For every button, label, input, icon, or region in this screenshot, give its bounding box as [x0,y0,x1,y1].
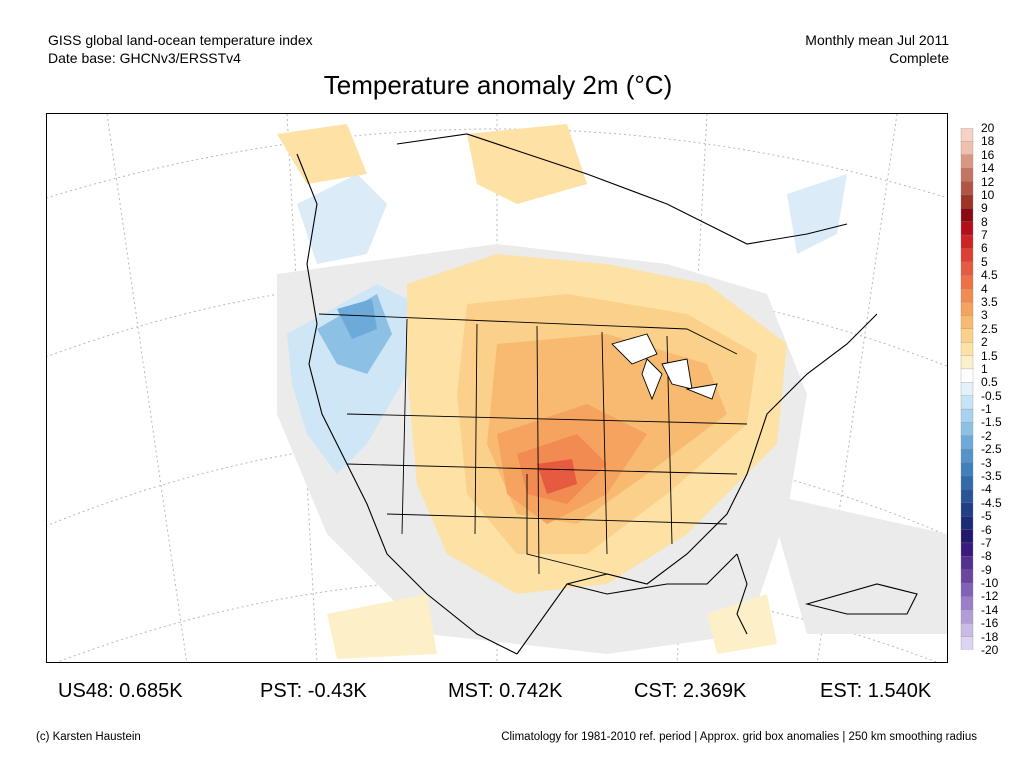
color-scale-tick-label: -1.5 [981,415,1002,430]
page-title: Temperature anomaly 2m (°C) [323,70,673,100]
color-scale-tick-label: 4 [981,281,988,296]
color-scale-segment [960,408,974,424]
color-scale-segment [960,221,974,236]
color-scale-segment [960,449,974,464]
color-scale-tick-label: 2.5 [981,321,998,336]
color-scale-segment [960,141,974,156]
color-scale-tick-label: 9 [981,201,988,216]
color-scale-segment [960,315,974,330]
color-scale-tick-label: -0.5 [981,388,1002,403]
color-scale-tick-label: -16 [981,616,999,631]
database-label: Date base: GHCNv3/ERSSTv4 [48,50,241,66]
color-scale-bar [960,128,974,650]
color-scale-tick-label: 4.5 [981,268,998,283]
color-scale-tick-label: 1.5 [981,348,998,363]
color-scale-tick-label: 5 [981,254,988,269]
color-scale-segment [960,328,974,343]
color-scale-segment [960,368,974,383]
method-note: Climatology for 1981-2010 ref. period | … [501,731,977,743]
color-scale-tick-label: 3.5 [981,295,998,309]
color-scale-segment [960,529,974,544]
color-scale-segment [960,288,974,303]
color-scale-tick-label: -12 [981,589,999,604]
color-scale-tick-label: -14 [981,602,999,617]
period-label: Monthly mean Jul 2011 [805,32,949,48]
color-scale-tick-label: 10 [981,187,995,202]
color-scale-tick-label: 2 [981,335,988,350]
color-scale-segment [960,435,974,450]
cool-region [287,174,847,474]
color-scale-tick-label: 20 [981,121,995,135]
color-scale-segment [960,609,974,624]
status-label: Complete [889,50,949,66]
color-scale-segment [960,181,974,196]
color-scale-tick-label: -2.5 [981,442,1002,457]
color-scale-tick-label: 18 [981,134,995,149]
color-scale-segment [960,569,974,584]
color-scale-tick-label: -6 [981,522,992,537]
stat-est: EST: 1.540K [820,680,932,702]
color-scale-tick-label: 8 [981,214,988,229]
color-scale-segment [960,475,974,491]
color-scale-tick-label: 3 [981,308,988,323]
color-scale-segment [960,596,974,611]
stat-us48: US48: 0.685K [58,680,183,702]
color-scale-tick-label: -4 [981,482,992,497]
color-scale-tick-label: 1 [981,361,988,376]
color-scale-tick-label: -3 [981,455,992,470]
color-scale-segment [960,168,974,183]
warm-region [277,124,787,659]
color-scale-segment [960,261,974,276]
color-scale-tick-label: -2 [981,428,992,443]
color-scale-segment [960,382,974,397]
color-scale-tick-label: -18 [981,629,999,644]
stat-pst: PST: -0.43K [260,680,367,702]
color-scale-segment [960,194,974,209]
color-scale-segment [960,556,974,571]
color-scale-segment [960,516,974,531]
color-scale-segment [960,422,974,437]
color-scale-segment [960,502,974,517]
color-scale-tick-label: -4.5 [981,495,1002,510]
map-canvas [47,114,947,662]
color-scale-tick-label: -9 [981,562,992,577]
color-scale-tick-label: -5 [981,509,992,524]
color-scale-tick-label: 16 [981,147,995,162]
color-scale-segment [960,582,974,598]
color-scale-tick-label: 7 [981,228,988,243]
color-scale-segment [960,234,974,250]
copyright: (c) Karsten Haustein [36,731,141,743]
color-scale-tick-label: 0.5 [981,375,998,390]
color-scale-tick-label: -10 [981,576,999,591]
color-scale-tick-label: -3.5 [981,469,1002,483]
color-scale-tick-label: -1 [981,402,992,417]
color-scale-segment [960,275,974,290]
stat-mst: MST: 0.742K [448,680,563,702]
color-scale-segment [960,489,974,504]
color-scale-segment [960,248,974,263]
great-lakes [611,333,718,401]
dataset-title: GISS global land-ocean temperature index [48,32,313,48]
color-scale-segment [960,208,974,223]
color-scale-tick-label: -7 [981,535,992,550]
color-scale-segment [960,355,974,370]
color-scale-tick-label: -8 [981,549,992,564]
color-scale-tick-label: -20 [981,643,999,657]
state-borders [318,313,748,575]
color-scale-segment [960,623,974,638]
color-scale-segment [960,462,974,477]
color-scale-segment [960,301,974,317]
color-scale-segment [960,128,974,143]
color-scale-segment [960,395,974,410]
color-scale-tick-label: 6 [981,241,988,256]
coastlines [296,133,918,655]
stat-cst: CST: 2.369K [634,680,747,702]
color-scale-segment [960,636,974,650]
color-scale-segment [960,154,974,169]
anomaly-map [46,113,948,663]
color-scale-segment [960,542,974,557]
color-scale-segment [960,342,974,357]
color-scale-tick-label: 12 [981,174,995,189]
color-scale-tick-label: 14 [981,161,995,176]
